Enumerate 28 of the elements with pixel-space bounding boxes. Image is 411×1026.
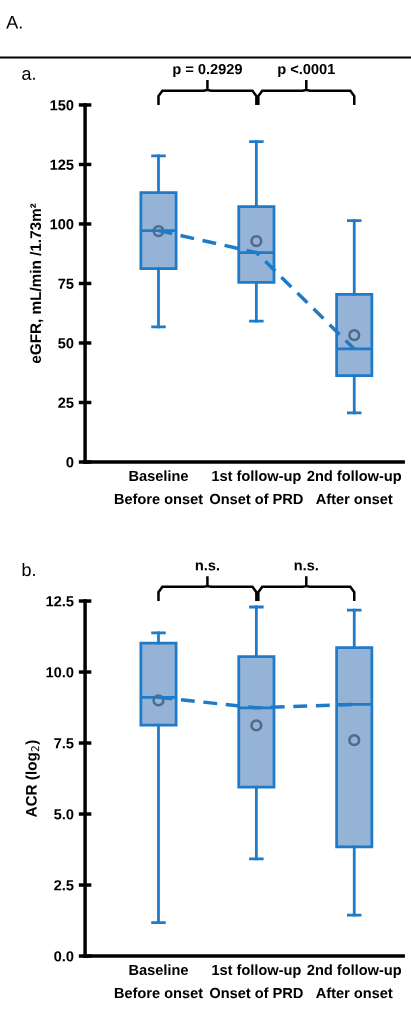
- y-tick-label: 12.5: [46, 596, 74, 607]
- x-tick-label: Baseline Before onset: [114, 470, 203, 505]
- y-tick-label: 2.5: [54, 880, 74, 891]
- y-axis-title: eGFR, mL/min /1.73m²: [29, 203, 44, 364]
- x-tick-label: Baseline Before onset: [114, 964, 203, 999]
- x-tick-label: 2nd follow-up After onset: [307, 964, 402, 999]
- y-axis-title: ACR (log$_{2}$): [25, 740, 40, 818]
- y-tick-label: 25: [58, 397, 74, 408]
- y-tick-label: 0: [66, 457, 74, 468]
- text: p <.0001: [278, 63, 335, 78]
- y-tick-label: 5.0: [54, 809, 74, 820]
- y-tick-label: 50: [58, 338, 74, 349]
- text: A.: [6, 16, 22, 29]
- x-tick-label: 1st follow-up Onset of PRD: [209, 470, 303, 505]
- y-tick-label: 0.0: [54, 951, 74, 962]
- y-tick-label: 10.0: [46, 667, 74, 678]
- text: p = 0.2929: [173, 63, 242, 78]
- x-tick-label: 2nd follow-up After onset: [307, 470, 402, 505]
- y-tick-label: 7.5: [54, 738, 74, 749]
- chart-title: a.: [22, 70, 35, 80]
- y-tick-label: 125: [50, 159, 74, 170]
- x-tick-label: 1st follow-up Onset of PRD: [209, 964, 303, 999]
- chart-title: b.: [22, 562, 35, 577]
- y-tick-label: 75: [58, 278, 74, 289]
- text: n.s.: [294, 562, 318, 571]
- text: n.s.: [195, 562, 219, 571]
- y-tick-label: 150: [50, 100, 74, 111]
- y-tick-label: 100: [50, 219, 74, 230]
